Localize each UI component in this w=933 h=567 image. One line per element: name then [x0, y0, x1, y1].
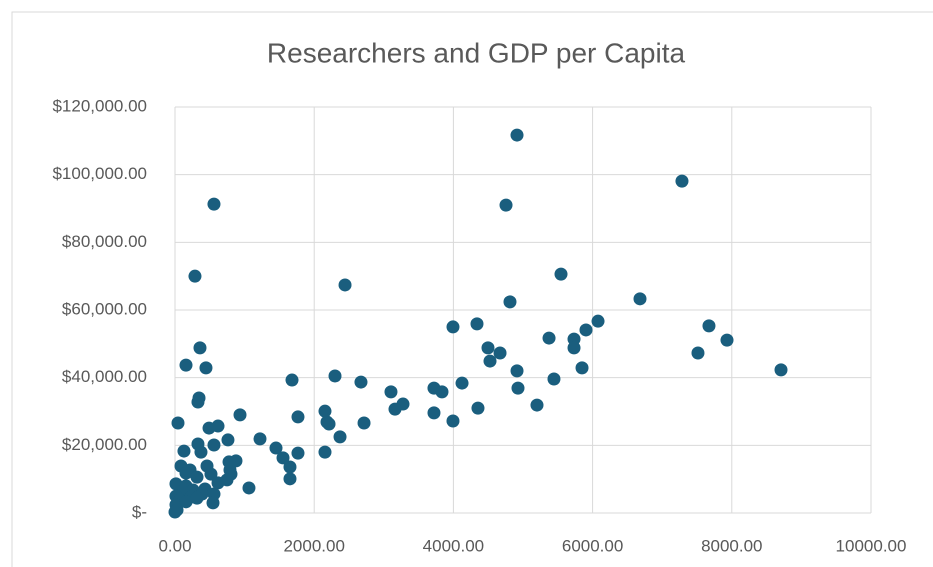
x-tick-label: 0.00	[158, 536, 191, 555]
point	[481, 341, 495, 355]
point	[276, 451, 290, 465]
point	[579, 323, 593, 337]
point	[206, 496, 220, 510]
chart-frame	[11, 11, 933, 567]
point	[357, 416, 371, 430]
point	[510, 128, 524, 142]
point	[269, 441, 283, 455]
point	[530, 398, 544, 412]
point	[591, 314, 605, 328]
point	[194, 445, 208, 459]
y-tick-label: $-	[132, 502, 147, 521]
point	[242, 481, 256, 495]
point	[191, 395, 205, 409]
point	[318, 404, 332, 418]
point	[283, 472, 297, 486]
point	[179, 495, 193, 509]
point	[179, 358, 193, 372]
point	[204, 467, 218, 481]
y-tick-label: $20,000.00	[62, 435, 147, 454]
point	[202, 421, 216, 435]
point	[503, 295, 517, 309]
point	[384, 385, 398, 399]
x-tick-label: 10000.00	[836, 536, 907, 555]
point	[435, 385, 449, 399]
point	[675, 174, 689, 188]
point	[554, 267, 568, 281]
point	[338, 278, 352, 292]
point	[427, 406, 441, 420]
point	[233, 408, 247, 422]
point	[720, 333, 734, 347]
point	[177, 444, 191, 458]
point	[567, 341, 581, 355]
point	[211, 476, 225, 490]
point	[291, 446, 305, 460]
x-tick-label: 6000.00	[562, 536, 623, 555]
point	[499, 198, 513, 212]
point	[221, 433, 235, 447]
point	[483, 354, 497, 368]
point	[253, 432, 267, 446]
point	[493, 346, 507, 360]
y-tick-label: $100,000.00	[52, 164, 147, 183]
point	[207, 438, 221, 452]
point	[322, 417, 336, 431]
point	[188, 269, 202, 283]
point	[702, 319, 716, 333]
point	[446, 320, 460, 334]
point	[774, 363, 788, 377]
point	[207, 197, 221, 211]
point	[354, 375, 368, 389]
y-tick-label: $80,000.00	[62, 232, 147, 251]
point	[633, 292, 647, 306]
point	[691, 346, 705, 360]
point	[168, 505, 182, 519]
x-tick-label: 8000.00	[701, 536, 762, 555]
point	[199, 361, 213, 375]
x-tick-label: 2000.00	[283, 536, 344, 555]
point	[511, 381, 525, 395]
point	[291, 410, 305, 424]
point	[446, 414, 460, 428]
x-tick-label: 4000.00	[423, 536, 484, 555]
point	[547, 372, 561, 386]
point	[510, 364, 524, 378]
point	[318, 445, 332, 459]
point	[471, 401, 485, 415]
point	[542, 331, 556, 345]
point	[283, 460, 297, 474]
point	[190, 470, 204, 484]
y-tick-label: $40,000.00	[62, 367, 147, 386]
y-tick-label: $120,000.00	[52, 96, 147, 115]
point	[171, 416, 185, 430]
y-tick-label: $60,000.00	[62, 299, 147, 318]
point	[575, 361, 589, 375]
point	[190, 491, 204, 505]
point	[388, 402, 402, 416]
point	[193, 341, 207, 355]
point	[470, 317, 484, 331]
point	[333, 430, 347, 444]
point	[328, 369, 342, 383]
point	[179, 466, 193, 480]
chart-title: Researchers and GDP per Capita	[267, 37, 686, 68]
point	[455, 376, 469, 390]
point	[285, 373, 299, 387]
